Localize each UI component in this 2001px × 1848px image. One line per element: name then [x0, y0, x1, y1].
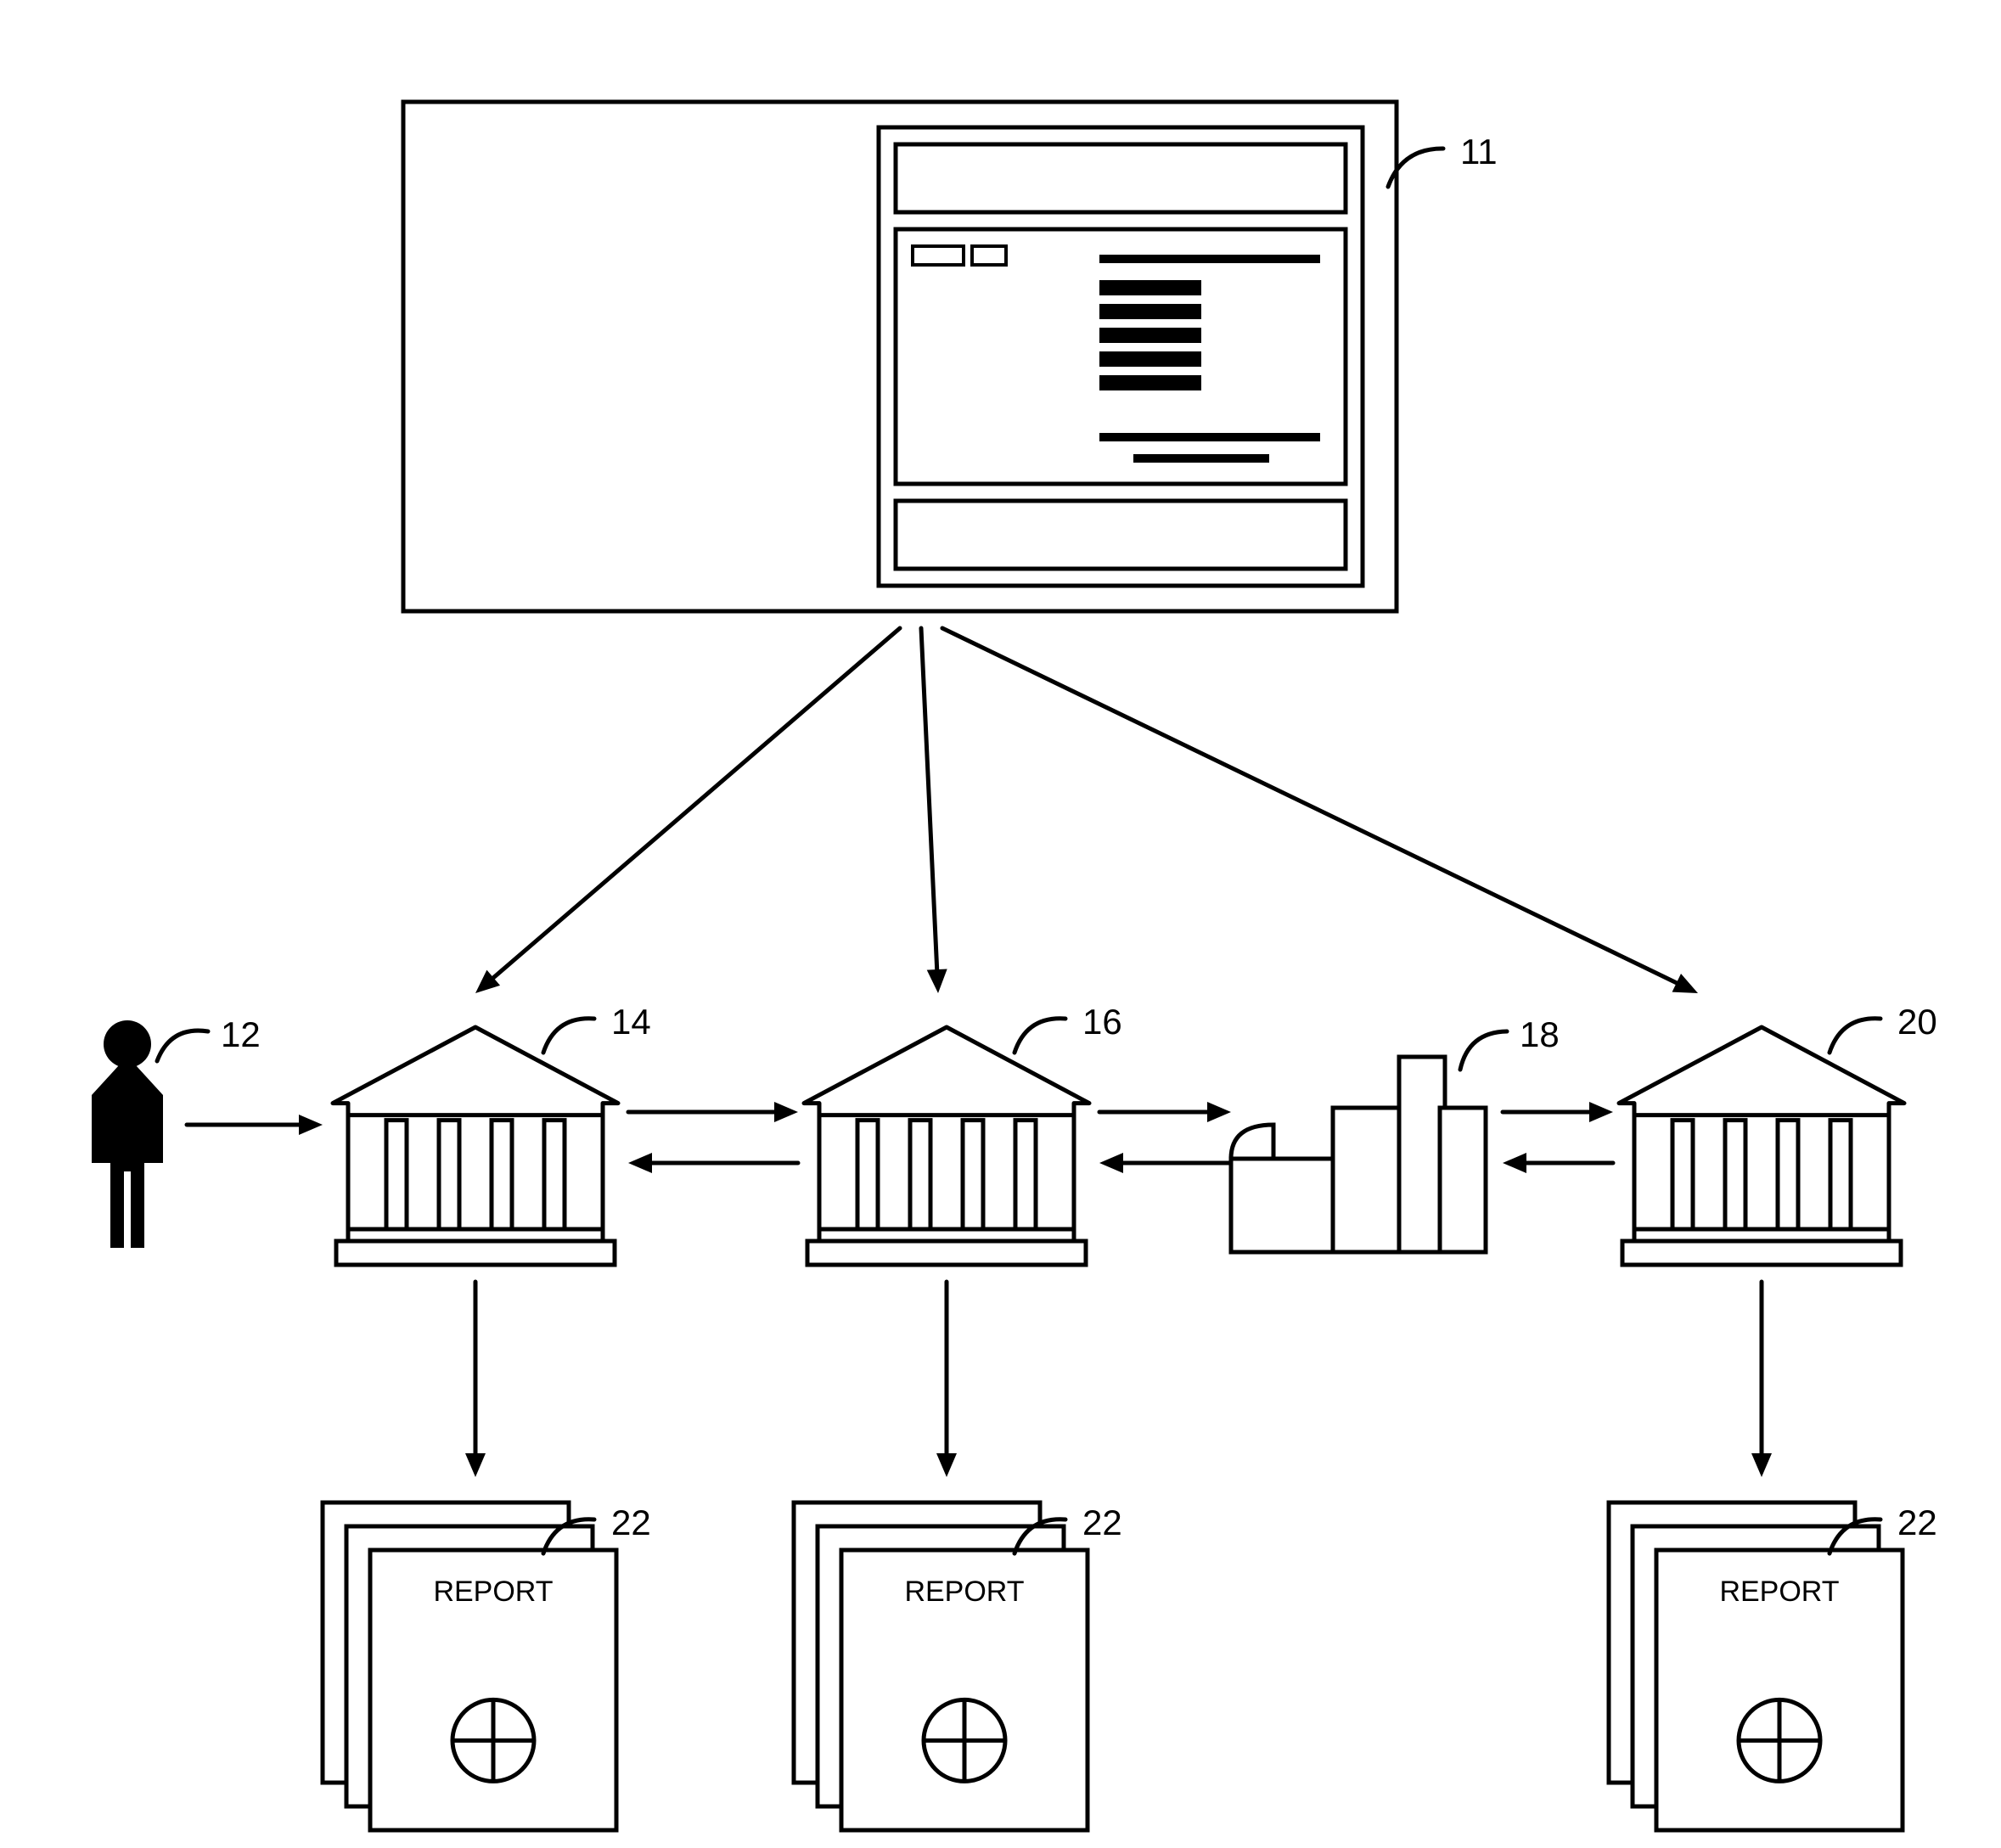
- edge-bank1-to-bank2: [628, 1102, 798, 1122]
- label-11: 11: [1460, 132, 1498, 172]
- edge-bank2-to-bank1: [628, 1153, 798, 1173]
- label-12: 12: [221, 1014, 261, 1055]
- report-icon-22b: REPORT: [794, 1503, 1088, 1830]
- edge-bank3-to-factory: [1503, 1153, 1613, 1173]
- factory-icon: [1231, 1057, 1486, 1252]
- edge-person-to-bank1: [187, 1115, 323, 1135]
- edge-factory-to-bank3: [1503, 1102, 1613, 1122]
- label-14: 14: [611, 1002, 651, 1042]
- system-box: [403, 102, 1397, 611]
- report-icon-22a: REPORT: [323, 1503, 616, 1830]
- edge-bank2-to-factory: [1099, 1102, 1231, 1122]
- bank-icon-14: [333, 1027, 618, 1265]
- edge-bank2-to-report2: [936, 1282, 957, 1477]
- report-icon-22c: REPORT: [1609, 1503, 1903, 1830]
- label-16: 16: [1082, 1002, 1122, 1042]
- edge-bank3-to-report3: [1751, 1282, 1772, 1477]
- edge-system-to-bank3: [942, 628, 1698, 993]
- leader-12: [157, 1031, 208, 1061]
- bank-icon-20: [1619, 1027, 1904, 1265]
- leader-18: [1460, 1031, 1507, 1070]
- leader-20: [1830, 1019, 1880, 1053]
- label-22c: 22: [1897, 1503, 1937, 1543]
- leader-14: [543, 1019, 594, 1053]
- label-18: 18: [1520, 1014, 1560, 1055]
- edge-system-to-bank1: [475, 628, 900, 993]
- edge-bank1-to-report1: [465, 1282, 486, 1477]
- diagram-canvas: REPORT REPORT REPORT: [0, 0, 2001, 1848]
- report-label: REPORT: [433, 1576, 553, 1608]
- report-label: REPORT: [1719, 1576, 1839, 1608]
- person-icon: [92, 1020, 163, 1248]
- bank-icon-16: [804, 1027, 1089, 1265]
- label-20: 20: [1897, 1002, 1937, 1042]
- leader-16: [1015, 1019, 1065, 1053]
- report-label: REPORT: [904, 1576, 1024, 1608]
- label-22a: 22: [611, 1503, 651, 1543]
- label-22b: 22: [1082, 1503, 1122, 1543]
- edge-system-to-bank2: [921, 628, 947, 993]
- edge-factory-to-bank2: [1099, 1153, 1231, 1173]
